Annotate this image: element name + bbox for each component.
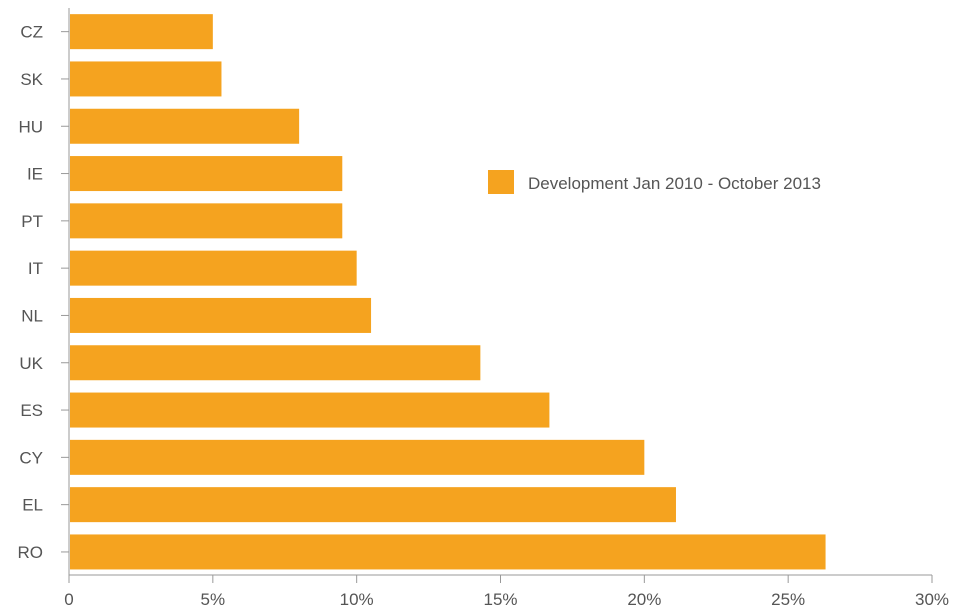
category-label-sk: SK: [20, 70, 43, 89]
bar-it: [70, 250, 357, 286]
y-axis-ticks: [61, 31, 69, 553]
x-tick-label: 15%: [483, 590, 517, 609]
bar-nl: [70, 297, 372, 333]
bar-es: [70, 392, 550, 428]
category-label-hu: HU: [18, 117, 43, 136]
category-label-it: IT: [28, 259, 43, 278]
category-label-pt: PT: [21, 212, 43, 231]
x-tick-label: 25%: [771, 590, 805, 609]
x-tick-label: 0: [64, 590, 73, 609]
category-label-cy: CY: [19, 448, 43, 467]
bar-ro: [70, 534, 826, 570]
bar-ie: [70, 156, 343, 192]
legend-swatch: [488, 170, 514, 194]
legend: Development Jan 2010 - October 2013: [488, 170, 821, 194]
x-tick-label: 10%: [340, 590, 374, 609]
bar-uk: [70, 345, 481, 381]
category-label-ie: IE: [27, 165, 43, 184]
category-label-uk: UK: [19, 354, 43, 373]
bar-hu: [70, 108, 300, 144]
category-label-ro: RO: [18, 543, 44, 562]
bar-sk: [70, 61, 222, 97]
category-label-cz: CZ: [20, 23, 43, 42]
bar-cy: [70, 439, 645, 475]
category-label-es: ES: [20, 401, 43, 420]
category-labels: CZ SK HU IE PT IT NL UK ES CY EL RO: [18, 23, 44, 562]
legend-label: Development Jan 2010 - October 2013: [528, 174, 821, 193]
bar-pt: [70, 203, 343, 239]
bar-el: [70, 487, 676, 523]
x-tick-label: 5%: [201, 590, 226, 609]
category-label-nl: NL: [21, 306, 43, 325]
x-axis-ticks: 0 5% 10% 15% 20% 25% 30%: [64, 575, 949, 609]
x-tick-label: 20%: [627, 590, 661, 609]
x-tick-label: 30%: [915, 590, 949, 609]
category-label-el: EL: [22, 496, 43, 515]
bar-cz: [70, 14, 213, 50]
bars-group: [70, 14, 826, 570]
